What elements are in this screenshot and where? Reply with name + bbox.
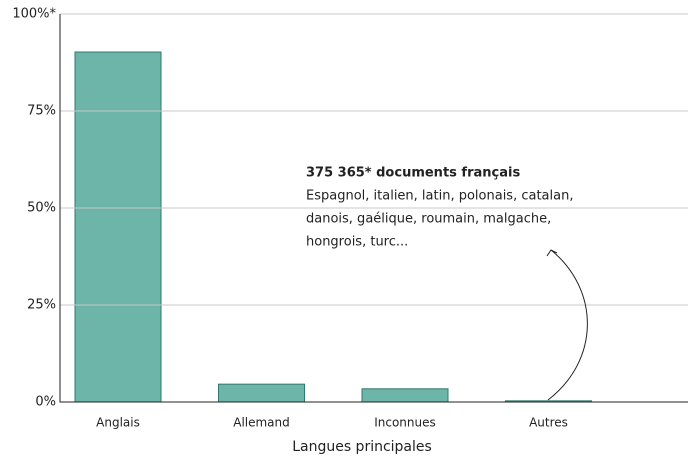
y-tick-label: 0% [35,395,56,410]
x-tick-label: Allemand [233,416,290,430]
arrow-head [546,249,558,257]
bar [218,383,305,403]
x-tick-label: Anglais [96,416,140,430]
y-tick-label: 50% [27,201,56,216]
annotation-title: 375 365* documents français [306,166,520,181]
x-tick-label: Autres [529,416,568,430]
bar [361,388,449,403]
x-tick-label: Inconnues [374,416,436,430]
x-axis-label: Langues principales [292,439,432,455]
annotation-line: danois, gaélique, roumain, malgache, [306,212,551,227]
annotation-arrow [547,249,588,401]
annotation-line: hongrois, turc... [306,235,408,250]
axis [59,14,688,403]
y-tick-label: 75% [27,104,56,119]
annotation-line: Espagnol, italien, latin, polonais, cata… [306,189,573,204]
y-tick-label: 25% [27,298,56,313]
bar [74,51,162,403]
y-tick-label: 100%* [12,7,56,22]
